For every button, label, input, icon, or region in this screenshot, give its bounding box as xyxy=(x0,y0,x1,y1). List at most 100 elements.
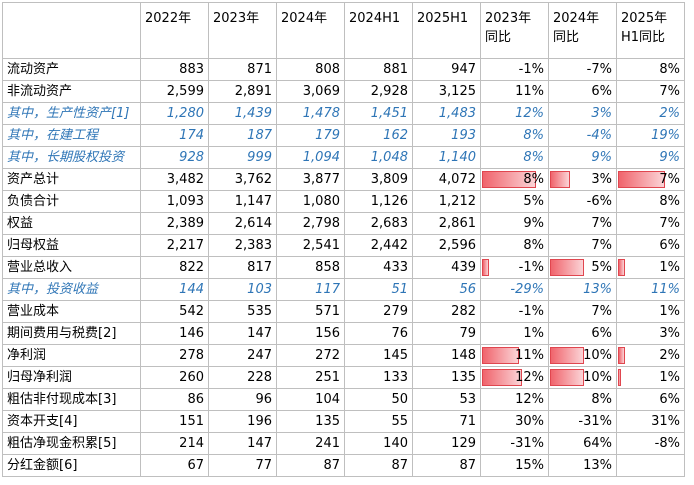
row-label: 权益 xyxy=(2,212,141,235)
row-label: 负债合计 xyxy=(2,190,141,213)
row-label: 非流动资产 xyxy=(2,80,141,103)
yoy-value: 1% xyxy=(659,260,680,275)
value-cell: 79 xyxy=(412,322,481,345)
value-cell: 51 xyxy=(344,278,413,301)
yoy-value: 3% xyxy=(591,172,612,187)
table-row: 其中，投资收益 144 103 117 51 56 -29% 13% 11% xyxy=(2,278,685,301)
value-cell: 117 xyxy=(276,278,345,301)
yoy-cell: 1% xyxy=(616,300,685,323)
yoy-cell: 9% xyxy=(548,146,617,169)
value-cell: 3,069 xyxy=(276,80,345,103)
value-cell: 999 xyxy=(208,146,277,169)
value-cell: 67 xyxy=(140,454,209,477)
yoy-cell: 30% xyxy=(480,410,549,433)
yoy-value: 10% xyxy=(583,370,612,385)
value-cell: 1,483 xyxy=(412,102,481,125)
value-cell: 151 xyxy=(140,410,209,433)
yoy-value: 10% xyxy=(583,348,612,363)
value-cell: 53 xyxy=(412,388,481,411)
value-cell: 133 xyxy=(344,366,413,389)
value-cell: 1,478 xyxy=(276,102,345,125)
table-body: 流动资产 883 871 808 881 947 -1% -7% 8% 非流动资产 2,599 2,8… xyxy=(2,58,685,477)
yoy-cell: 1% xyxy=(616,366,685,389)
yoy-cell: 10% xyxy=(548,344,617,367)
value-cell: 535 xyxy=(208,300,277,323)
yoy-cell: 8% xyxy=(548,388,617,411)
value-cell: 214 xyxy=(140,432,209,455)
row-label: 期间费用与税费[2] xyxy=(2,322,141,345)
column-header: 2024H1 xyxy=(344,2,413,59)
yoy-cell: 5% xyxy=(548,256,617,279)
value-cell: 1,147 xyxy=(208,190,277,213)
yoy-cell: 8% xyxy=(480,168,549,191)
value-cell: 56 xyxy=(412,278,481,301)
data-bar xyxy=(482,347,519,364)
value-cell: 883 xyxy=(140,58,209,81)
value-cell: 1,451 xyxy=(344,102,413,125)
yoy-cell: -4% xyxy=(548,124,617,147)
value-cell: 87 xyxy=(276,454,345,477)
yoy-cell xyxy=(616,454,685,477)
value-cell: 87 xyxy=(344,454,413,477)
value-cell: 1,280 xyxy=(140,102,209,125)
yoy-cell: 7% xyxy=(548,300,617,323)
yoy-cell: 11% xyxy=(616,278,685,301)
yoy-cell: 3% xyxy=(548,168,617,191)
row-label: 资产总计 xyxy=(2,168,141,191)
value-cell: 282 xyxy=(412,300,481,323)
value-cell: 2,442 xyxy=(344,234,413,257)
value-cell: 96 xyxy=(208,388,277,411)
value-cell: 858 xyxy=(276,256,345,279)
value-cell: 3,125 xyxy=(412,80,481,103)
header-row: 2022年 2023年 2024年 2024H1 2025H1 2023年同比 2024年同… xyxy=(2,2,685,59)
table-row: 负债合计 1,093 1,147 1,080 1,126 1,212 5% -6% 8% xyxy=(2,190,685,213)
row-label: 粗估净现金积累[5] xyxy=(2,432,141,455)
value-cell: 928 xyxy=(140,146,209,169)
row-label: 其中，投资收益 xyxy=(2,278,141,301)
yoy-cell: 10% xyxy=(548,366,617,389)
value-cell: 881 xyxy=(344,58,413,81)
table-row: 其中，生产性资产[1] 1,280 1,439 1,478 1,451 1,483 12% 3… xyxy=(2,102,685,125)
value-cell: 260 xyxy=(140,366,209,389)
yoy-cell: 7% xyxy=(616,80,685,103)
row-label: 其中，长期股权投资 xyxy=(2,146,141,169)
yoy-cell: 15% xyxy=(480,454,549,477)
row-label: 营业成本 xyxy=(2,300,141,323)
yoy-cell: 6% xyxy=(548,80,617,103)
yoy-cell: 13% xyxy=(548,278,617,301)
value-cell: 2,891 xyxy=(208,80,277,103)
value-cell: 129 xyxy=(412,432,481,455)
yoy-cell: 12% xyxy=(480,388,549,411)
data-bar xyxy=(550,171,571,188)
value-cell: 71 xyxy=(412,410,481,433)
value-cell: 1,126 xyxy=(344,190,413,213)
yoy-cell: -31% xyxy=(548,410,617,433)
yoy-cell: 31% xyxy=(616,410,685,433)
yoy-cell: 2% xyxy=(616,102,685,125)
column-header: 2025年H1同比 xyxy=(616,2,685,59)
table-row: 其中，在建工程 174 187 179 162 193 8% -4% 19% xyxy=(2,124,685,147)
value-cell: 571 xyxy=(276,300,345,323)
column-header: 2023年 xyxy=(208,2,277,59)
yoy-cell: -31% xyxy=(480,432,549,455)
value-cell: 135 xyxy=(276,410,345,433)
row-label: 营业总收入 xyxy=(2,256,141,279)
data-bar xyxy=(550,369,584,386)
value-cell: 3,877 xyxy=(276,168,345,191)
value-cell: 2,599 xyxy=(140,80,209,103)
row-label: 归母净利润 xyxy=(2,366,141,389)
value-cell: 179 xyxy=(276,124,345,147)
table-row: 资本开支[4] 151 196 135 55 71 30% -31% 31% xyxy=(2,410,685,433)
table-row: 分红金额[6] 67 77 87 87 87 15% 13% xyxy=(2,454,685,477)
data-bar xyxy=(618,347,625,364)
value-cell: 1,048 xyxy=(344,146,413,169)
value-cell: 1,093 xyxy=(140,190,209,213)
yoy-cell: 7% xyxy=(548,234,617,257)
value-cell: 135 xyxy=(412,366,481,389)
yoy-value: 5% xyxy=(591,260,612,275)
yoy-cell: 8% xyxy=(480,146,549,169)
value-cell: 279 xyxy=(344,300,413,323)
value-cell: 50 xyxy=(344,388,413,411)
table-row: 归母权益 2,217 2,383 2,541 2,442 2,596 8% 7% 6% xyxy=(2,234,685,257)
value-cell: 55 xyxy=(344,410,413,433)
